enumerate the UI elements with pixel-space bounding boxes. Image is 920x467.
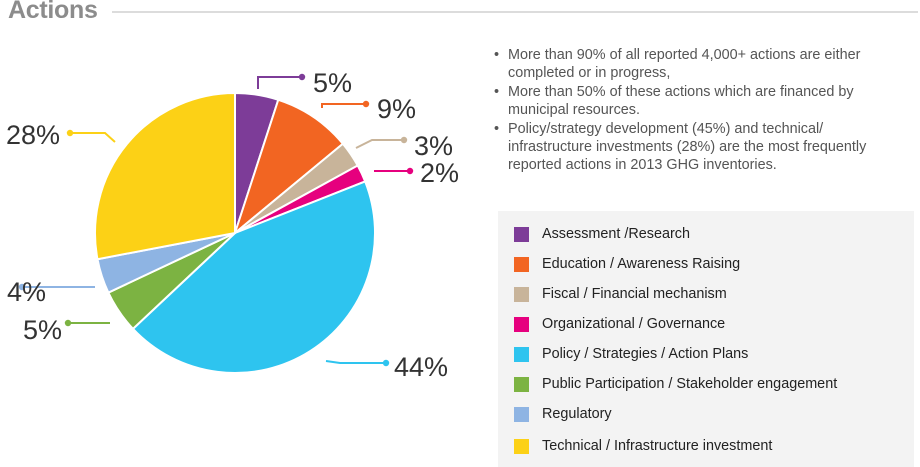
- pie-slice-technical-infrastructure: [94, 91, 236, 261]
- legend-item-regulatory: Regulatory: [514, 404, 612, 424]
- callout-dot-assessment-research: [298, 73, 306, 81]
- callout-dot-public-participation: [64, 319, 72, 327]
- pie-slice-education-awareness: [232, 98, 345, 236]
- callout-line-fiscal-financial: [355, 139, 404, 149]
- legend-swatch: [514, 438, 529, 454]
- callout-dot-organizational-governance: [406, 167, 414, 175]
- callout-line-education-awareness: [321, 103, 366, 108]
- legend-label: Technical / Infrastructure investment: [542, 438, 773, 454]
- data-label-public-participation: 5%: [23, 315, 62, 345]
- key-findings-list: More than 90% of all reported 4,000+ act…: [492, 46, 902, 175]
- legend-swatch: [514, 226, 529, 242]
- legend-item-policy-strategies: Policy / Strategies / Action Plans: [514, 344, 748, 364]
- callout-dot-policy-strategies: [382, 359, 390, 367]
- legend-label: Public Participation / Stakeholder engag…: [542, 376, 838, 392]
- legend-label: Regulatory: [542, 406, 612, 422]
- data-label-organizational-governance: 2%: [420, 158, 459, 188]
- bullet-item: More than 50% of these actions which are…: [492, 83, 902, 119]
- legend-item-education-awareness: Education / Awareness Raising: [514, 254, 740, 274]
- legend-item-fiscal-financial: Fiscal / Financial mechanism: [514, 284, 727, 304]
- pie-slice-policy-strategies: [131, 180, 376, 375]
- legend-label: Fiscal / Financial mechanism: [542, 286, 727, 302]
- legend-item-technical-infrastructure: Technical / Infrastructure investment: [514, 436, 772, 456]
- legend-swatch: [514, 316, 529, 332]
- legend-swatch: [514, 406, 529, 422]
- callout-dot-education-awareness: [362, 100, 370, 108]
- legend-label: Policy / Strategies / Action Plans: [542, 346, 749, 362]
- legend-swatch: [514, 286, 529, 302]
- page-title: Actions: [8, 0, 98, 24]
- callout-line-assessment-research: [257, 76, 302, 89]
- legend-swatch: [514, 256, 529, 272]
- callout-dot-fiscal-financial: [400, 136, 408, 144]
- chart-legend: Assessment /Research Education / Awarene…: [498, 211, 914, 467]
- title-divider: [112, 11, 918, 13]
- legend-item-public-participation: Public Participation / Stakeholder engag…: [514, 374, 837, 394]
- bullet-item: More than 90% of all reported 4,000+ act…: [492, 46, 902, 82]
- callout-dot-regulatory: [18, 283, 26, 291]
- callout-dot-technical-infrastructure: [66, 129, 74, 137]
- legend-label: Education / Awareness Raising: [542, 256, 741, 272]
- bullet-item: Policy/strategy development (45%) and te…: [492, 120, 902, 174]
- legend-label: Assessment /Research: [542, 226, 690, 242]
- data-label-fiscal-financial: 3%: [414, 131, 453, 161]
- legend-item-assessment-research: Assessment /Research: [514, 224, 690, 244]
- legend-label: Organizational / Governance: [542, 316, 726, 332]
- data-label-technical-infrastructure: 28%: [6, 120, 60, 150]
- data-label-policy-strategies: 44%: [394, 352, 448, 382]
- data-label-assessment-research: 5%: [313, 68, 352, 98]
- callout-line-technical-infrastructure: [70, 132, 116, 143]
- legend-item-organizational-governance: Organizational / Governance: [514, 314, 725, 334]
- data-label-education-awareness: 9%: [377, 94, 416, 124]
- data-label-regulatory: 4%: [7, 277, 46, 307]
- legend-swatch: [514, 346, 529, 362]
- legend-swatch: [514, 376, 529, 392]
- pie-chart: 5% 9% 3%2% 44% 5% 4% 28%: [6, 68, 459, 382]
- callout-line-policy-strategies: [325, 360, 386, 364]
